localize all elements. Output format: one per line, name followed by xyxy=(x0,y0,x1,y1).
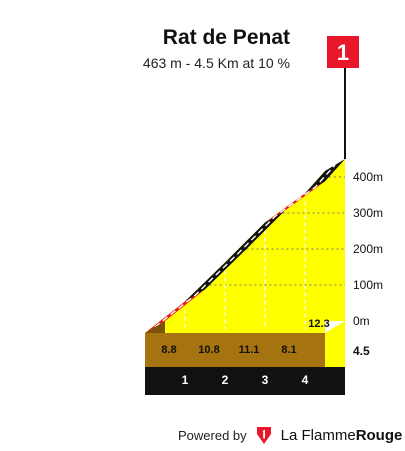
y-axis-label: 100m xyxy=(353,278,383,292)
ridge-segment-5 xyxy=(305,159,345,194)
category-rank: 1 xyxy=(337,40,349,65)
gradient-label: 8.1 xyxy=(281,344,296,356)
category-flag-icon: 1 xyxy=(327,36,359,159)
gradient-label: 12.3 xyxy=(308,318,329,330)
km-tick-label: 4 xyxy=(302,373,309,387)
km-tick-label: 1 xyxy=(182,373,189,387)
brand-name: La FlammeRouge xyxy=(281,427,403,444)
base-band-black xyxy=(145,367,345,395)
brand-name-prefix: La Flamme xyxy=(280,426,356,444)
la-flamme-rouge-logo-icon xyxy=(256,427,271,444)
end-distance-label: 4.5 xyxy=(353,344,370,358)
base-end-face xyxy=(325,321,345,367)
profile-front xyxy=(145,171,325,333)
powered-by-text: Powered by xyxy=(178,427,247,443)
ridge-segment-2 xyxy=(185,250,245,302)
y-axis-label: 200m xyxy=(353,242,383,256)
chart-subtitle: 463 m - 4.5 Km at 10 % xyxy=(143,55,290,71)
y-axis-label: 300m xyxy=(353,206,383,220)
gradient-label: 11.1 xyxy=(239,344,260,356)
chart-title: Rat de Penat xyxy=(163,26,290,49)
km-tick-label: 3 xyxy=(262,373,269,387)
gradient-label: 10.8 xyxy=(198,344,219,356)
brand-name-suffix: Rouge xyxy=(355,426,403,444)
y-axis-label: 400m xyxy=(353,170,383,184)
gradient-label: 8.8 xyxy=(161,344,176,356)
base-band-brown xyxy=(145,333,325,367)
y-axis-label: 0m xyxy=(353,314,370,328)
ridge-segment-4 xyxy=(265,181,325,223)
ridge-centre-line xyxy=(154,164,336,328)
km-tick-label: 2 xyxy=(222,373,229,387)
footer: Powered by La FlammeRouge xyxy=(178,425,402,445)
plot-area: 0m 100m 200m 300m 400m 8.8 10.8 11.1 8.1 12.3 1 2 3 4… xyxy=(145,159,383,395)
